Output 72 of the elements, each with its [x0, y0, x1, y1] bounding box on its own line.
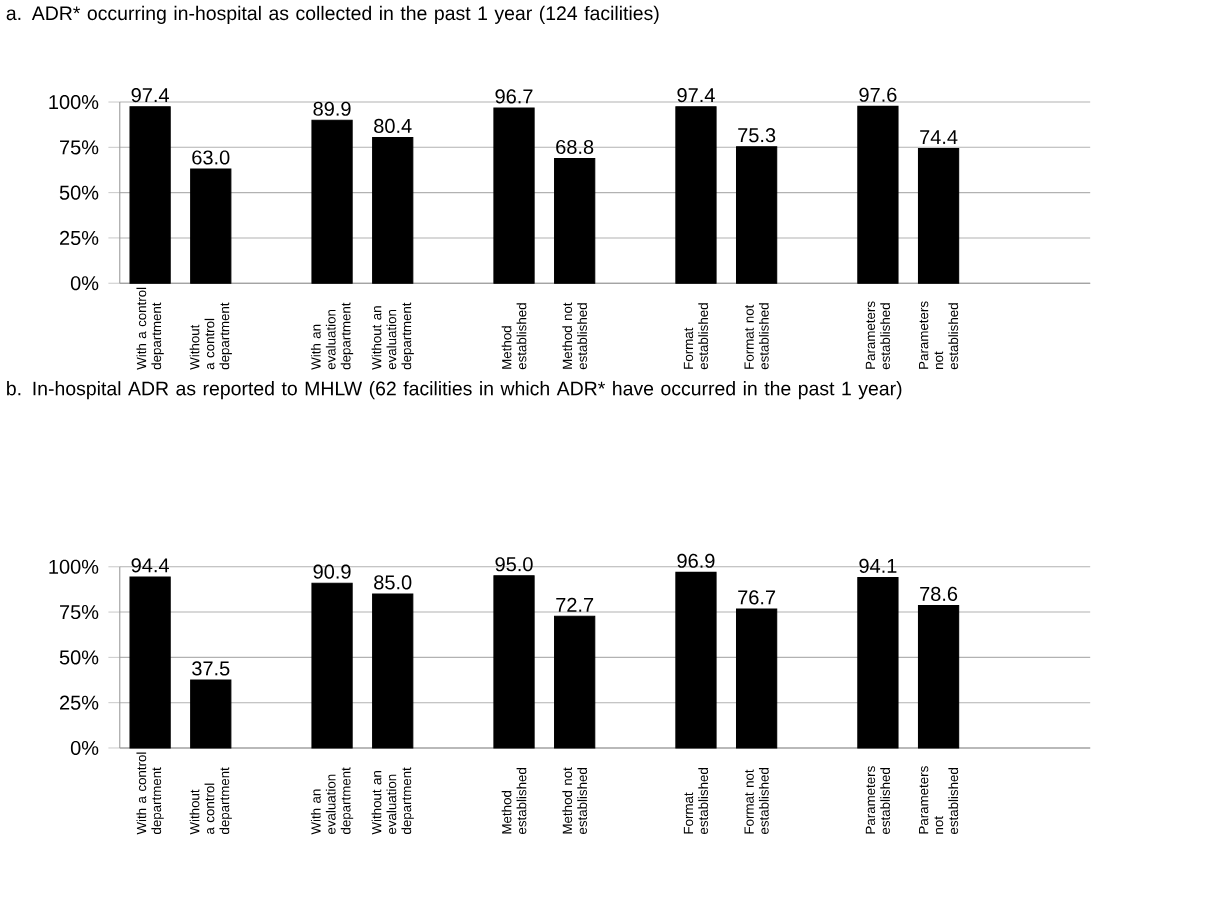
data-label: 94.4 — [131, 558, 169, 573]
bar — [372, 136, 414, 284]
bar — [493, 575, 535, 749]
data-label: 97.6 — [859, 87, 897, 102]
bar — [735, 146, 778, 284]
data-label: 75.3 — [738, 128, 776, 143]
x-tick-label: Format established — [683, 303, 709, 370]
x-tick-label: Parameters not established — [919, 301, 959, 370]
y-tick-label: 0% — [70, 276, 99, 291]
bar — [857, 105, 899, 284]
data-label: 89.9 — [313, 101, 351, 116]
x-tick-label: Without an evaluation department — [371, 302, 414, 370]
data-label: 97.4 — [131, 88, 169, 103]
data-label: 76.7 — [738, 590, 776, 605]
x-tick-label: Without a control department — [189, 302, 232, 370]
x-tick-label: Format established — [683, 768, 709, 834]
bar — [554, 615, 596, 749]
y-tick-label: 50% — [59, 650, 99, 665]
bar — [311, 119, 353, 284]
data-label: 90.9 — [313, 564, 351, 579]
x-tick-label: Parameters not established — [919, 766, 959, 834]
y-tick-label: 0% — [70, 740, 99, 756]
bar — [129, 576, 171, 749]
chart-title: b. In-hospital ADR as reported to MHLW (62 facilities in which ADR* have occurred in the past 1 year) — [7, 381, 902, 400]
data-label: 96.7 — [495, 89, 533, 104]
bar — [554, 158, 596, 284]
data-label: 78.6 — [920, 586, 958, 602]
x-tick-label: With an evaluation department — [310, 302, 354, 370]
data-label: 95.0 — [495, 557, 533, 572]
data-label: 80.4 — [374, 118, 412, 134]
x-tick-label: Without a control department — [189, 767, 232, 835]
data-label: 94.1 — [859, 558, 897, 573]
y-tick-label: 25% — [60, 695, 99, 710]
bar — [311, 582, 353, 749]
data-label: 96.9 — [677, 553, 715, 568]
y-tick-label: 25% — [60, 230, 99, 246]
data-label: 37.5 — [192, 661, 230, 676]
x-tick-label: Method not established — [562, 767, 588, 834]
bar — [857, 576, 899, 749]
x-tick-label: Parameters established — [865, 301, 891, 370]
x-tick-label: Method established — [501, 768, 527, 834]
y-tick-label: 75% — [60, 605, 99, 620]
bar — [917, 147, 960, 284]
y-tick-label: 75% — [60, 140, 99, 155]
x-tick-label: Without an evaluation department — [371, 767, 414, 835]
x-tick-label: Format not established — [744, 303, 769, 370]
y-tick-label: 100% — [49, 94, 99, 110]
x-tick-label: With an evaluation department — [310, 767, 354, 835]
x-tick-label: Method established — [501, 303, 527, 370]
x-tick-label: Format not established — [744, 768, 769, 834]
x-tick-label: With a control department — [136, 752, 164, 835]
y-tick-label: 100% — [49, 559, 99, 574]
x-tick-label: With a control department — [136, 287, 164, 370]
x-tick-label: Parameters established — [865, 766, 891, 834]
data-label: 63.0 — [192, 150, 230, 165]
data-label: 68.8 — [556, 139, 594, 155]
bar — [190, 679, 232, 749]
y-tick-label: 50% — [59, 185, 99, 200]
bar — [675, 106, 717, 284]
bar — [372, 593, 414, 749]
bar — [735, 608, 778, 749]
chart-title: a. ADR* occurring in-hospital as collected in the past 1 year (124 facilities) — [6, 5, 659, 24]
bar — [917, 605, 960, 749]
data-label: 72.7 — [556, 597, 594, 612]
data-label: 74.4 — [920, 130, 958, 144]
bar — [675, 571, 717, 749]
x-tick-label: Method not established — [562, 302, 588, 370]
bar — [493, 107, 535, 284]
bar — [190, 168, 232, 284]
data-label: 97.4 — [677, 88, 715, 103]
data-label: 85.0 — [374, 575, 412, 590]
bar — [129, 106, 171, 284]
